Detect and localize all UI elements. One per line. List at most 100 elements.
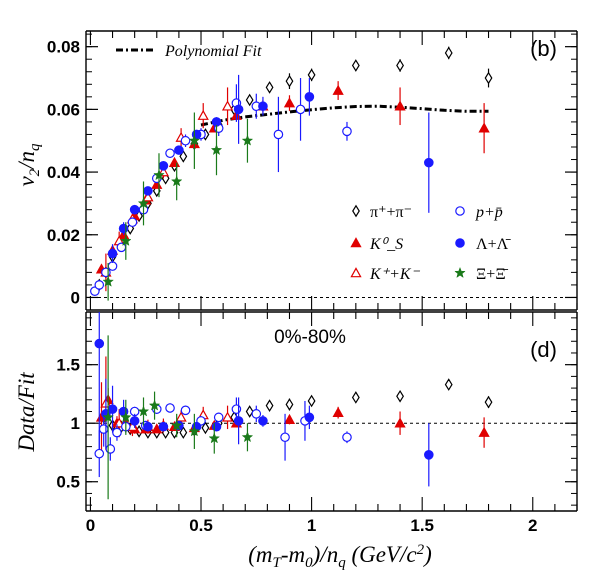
data-point (258, 416, 268, 426)
data-point (251, 409, 262, 419)
data-point (98, 424, 109, 434)
legend-label: p+p̄ (475, 204, 503, 221)
data-point (165, 403, 175, 413)
series-open-circle (90, 78, 352, 296)
data-point (280, 432, 290, 443)
legend-label: K⁰_S (369, 236, 403, 253)
legend-entry: p+p̄ (455, 204, 503, 221)
upper-x-ticks (89, 31, 578, 310)
data-point (143, 421, 153, 432)
data-point (143, 186, 153, 196)
data-point (221, 100, 234, 111)
data-point (424, 157, 434, 168)
data-point (118, 223, 129, 234)
data-point (307, 394, 316, 408)
data-point (153, 169, 165, 181)
data-point (241, 134, 254, 146)
species-legend: π⁺+π⁻ p+p̄ K⁰_S Λ+Λ̄ K⁺+K⁻ Ξ+Ξ̄ (350, 204, 511, 283)
series-open-circle (94, 397, 352, 478)
data-point (444, 46, 453, 60)
data-point (107, 261, 118, 271)
series-star (102, 112, 254, 301)
legend-marker (455, 206, 465, 216)
data-point (208, 432, 221, 444)
lower-panel: 0.5 1 1.5 0 0.5 1 1.5 2 0%-80% (d) Data/Fit (m… (14, 311, 578, 571)
series-filled-triangle (95, 382, 490, 453)
data-point (285, 74, 294, 88)
legend-entry: K⁺+K⁻ (350, 266, 421, 283)
legend-marker (350, 267, 362, 278)
data-point (168, 156, 181, 167)
data-point (231, 404, 242, 414)
centrality-annotation: 0%-80% (274, 327, 346, 348)
data-point (107, 404, 118, 414)
x-tick-label: 0 (86, 516, 95, 535)
data-point (265, 399, 274, 412)
legend-label: π⁺+π⁻ (370, 204, 412, 221)
data-point (283, 413, 296, 424)
data-point (424, 450, 434, 460)
data-point (102, 275, 114, 287)
lower-y-axis-title: Data/Fit (14, 372, 39, 453)
data-point (129, 204, 140, 215)
data-point (105, 444, 116, 454)
y-tick-label: 1 (71, 414, 80, 433)
data-point (158, 421, 169, 432)
data-point (273, 129, 284, 140)
data-point (127, 217, 138, 228)
series-star (102, 335, 254, 500)
x-tick-label: 1 (307, 516, 316, 535)
panel-tag-b: (b) (530, 36, 557, 61)
data-point (394, 417, 406, 428)
legend-entry: π⁺+π⁻ (352, 204, 412, 221)
data-point (342, 432, 352, 443)
data-point (351, 59, 360, 72)
data-point (245, 405, 254, 418)
lower-x-ticks: 0 0.5 1 1.5 2 (86, 312, 578, 535)
fit-legend-label: Polynomial Fit (164, 43, 262, 60)
data-point (484, 71, 493, 85)
data-point (394, 100, 406, 111)
lower-data-points (94, 312, 493, 500)
legend-label: Λ+Λ̄ (476, 236, 511, 253)
data-point (102, 411, 114, 423)
data-point (142, 191, 154, 202)
data-point (165, 148, 175, 159)
data-point (304, 412, 315, 423)
legend-marker (350, 237, 362, 248)
y-tick-label: 0.08 (47, 38, 80, 57)
data-point (174, 145, 184, 155)
data-point (137, 197, 150, 209)
x-tick-label: 0.5 (189, 516, 213, 535)
data-point (188, 134, 201, 146)
data-point (213, 412, 224, 423)
data-point (211, 117, 222, 127)
upper-y-ticks: 0 0.02 0.04 0.06 0.08 (47, 33, 577, 311)
y-tick-label: 0.04 (47, 163, 81, 182)
data-point (179, 426, 188, 439)
legend-entry: Λ+Λ̄ (455, 236, 511, 253)
data-point (112, 427, 122, 438)
series-filled-circle (107, 74, 434, 263)
data-point (170, 175, 183, 187)
data-point (129, 416, 140, 426)
data-point (175, 411, 187, 422)
y-tick-label: 0.06 (47, 100, 80, 119)
data-point (285, 398, 294, 411)
y-tick-label: 0 (71, 288, 80, 307)
legend-marker (352, 204, 360, 218)
y-tick-label: 1.5 (56, 356, 80, 375)
legend-label: Ξ+Ξ̄ (476, 266, 509, 283)
data-point (332, 84, 344, 95)
data-point (201, 421, 210, 435)
legend-marker (454, 266, 466, 278)
data-point (332, 406, 344, 417)
legend-label: K⁺+K⁻ (369, 266, 421, 283)
data-point (295, 104, 306, 115)
y-tick-label: 0.02 (47, 226, 80, 245)
x-tick-label: 1.5 (410, 516, 434, 535)
data-point (258, 101, 268, 112)
polynomial-fit-curve (200, 104, 489, 127)
y-tick-label: 0.5 (56, 473, 80, 492)
